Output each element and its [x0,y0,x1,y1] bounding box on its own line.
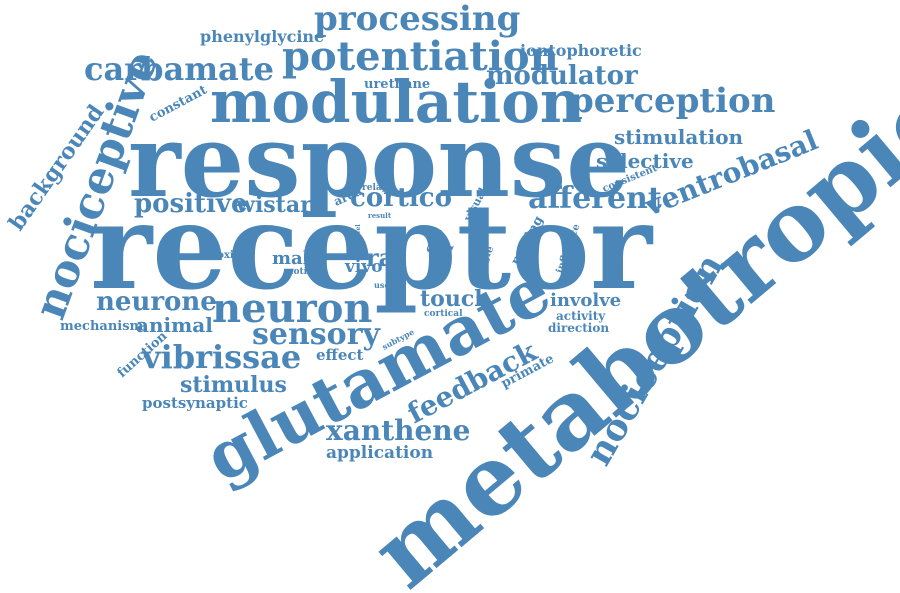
word-activity: activity [556,309,606,323]
word-urethane: urethane [364,77,430,92]
word-cortical: cortical [424,309,463,319]
word-involve: involve [550,290,621,311]
word-mechanism: mechanism [60,319,144,334]
word-male: male [272,248,321,269]
word-phenylglycine: phenylglycine [200,27,324,46]
word-xanthene: xanthene [326,414,470,447]
word-rat: rat [366,243,405,272]
word-sensory: sensory [252,317,381,352]
word-response: response [128,102,630,220]
word-potentiation: potentiation [282,33,559,80]
word-level: level [355,224,362,240]
word-wistar: wistar [235,192,312,218]
word-relay: relay [362,183,388,193]
word-modulation: modulation [210,68,582,136]
word-useful: useful [374,280,402,290]
word-afferent: afferent [528,181,662,216]
word-animal: animal [136,313,213,337]
word-effect: effect [316,346,364,364]
word-result: result [368,211,392,220]
word-positive: positive [134,189,248,219]
word-neurone: neurone [96,287,217,317]
word-selective: selective [596,149,694,173]
word-neuron: neuron [212,285,372,332]
word-vivo: vivo [344,257,383,277]
word-stimulation: stimulation [614,125,744,149]
word-postsynaptic: postsynaptic [142,394,248,412]
word-receptor: receptor [90,177,654,316]
word-iontophoretic: iontophoretic [520,41,642,60]
word-application: application [326,443,433,463]
word-direction: direction [548,321,609,335]
word-motion: motion [284,267,320,277]
word-noxious: noxious [210,250,254,261]
word-cortico: cortico [350,183,452,213]
word-stimulus: stimulus [180,372,287,398]
word-modulator: modulator [486,61,638,91]
word-tool: tool [386,237,400,244]
word-carbamate: carbamate [84,50,274,88]
word-processing: processing [314,0,520,39]
word-perception: perception [570,81,775,121]
word-touch: touch [420,286,490,312]
word-vibrissae: vibrissae [141,338,301,376]
word-layer: layer [384,227,401,234]
